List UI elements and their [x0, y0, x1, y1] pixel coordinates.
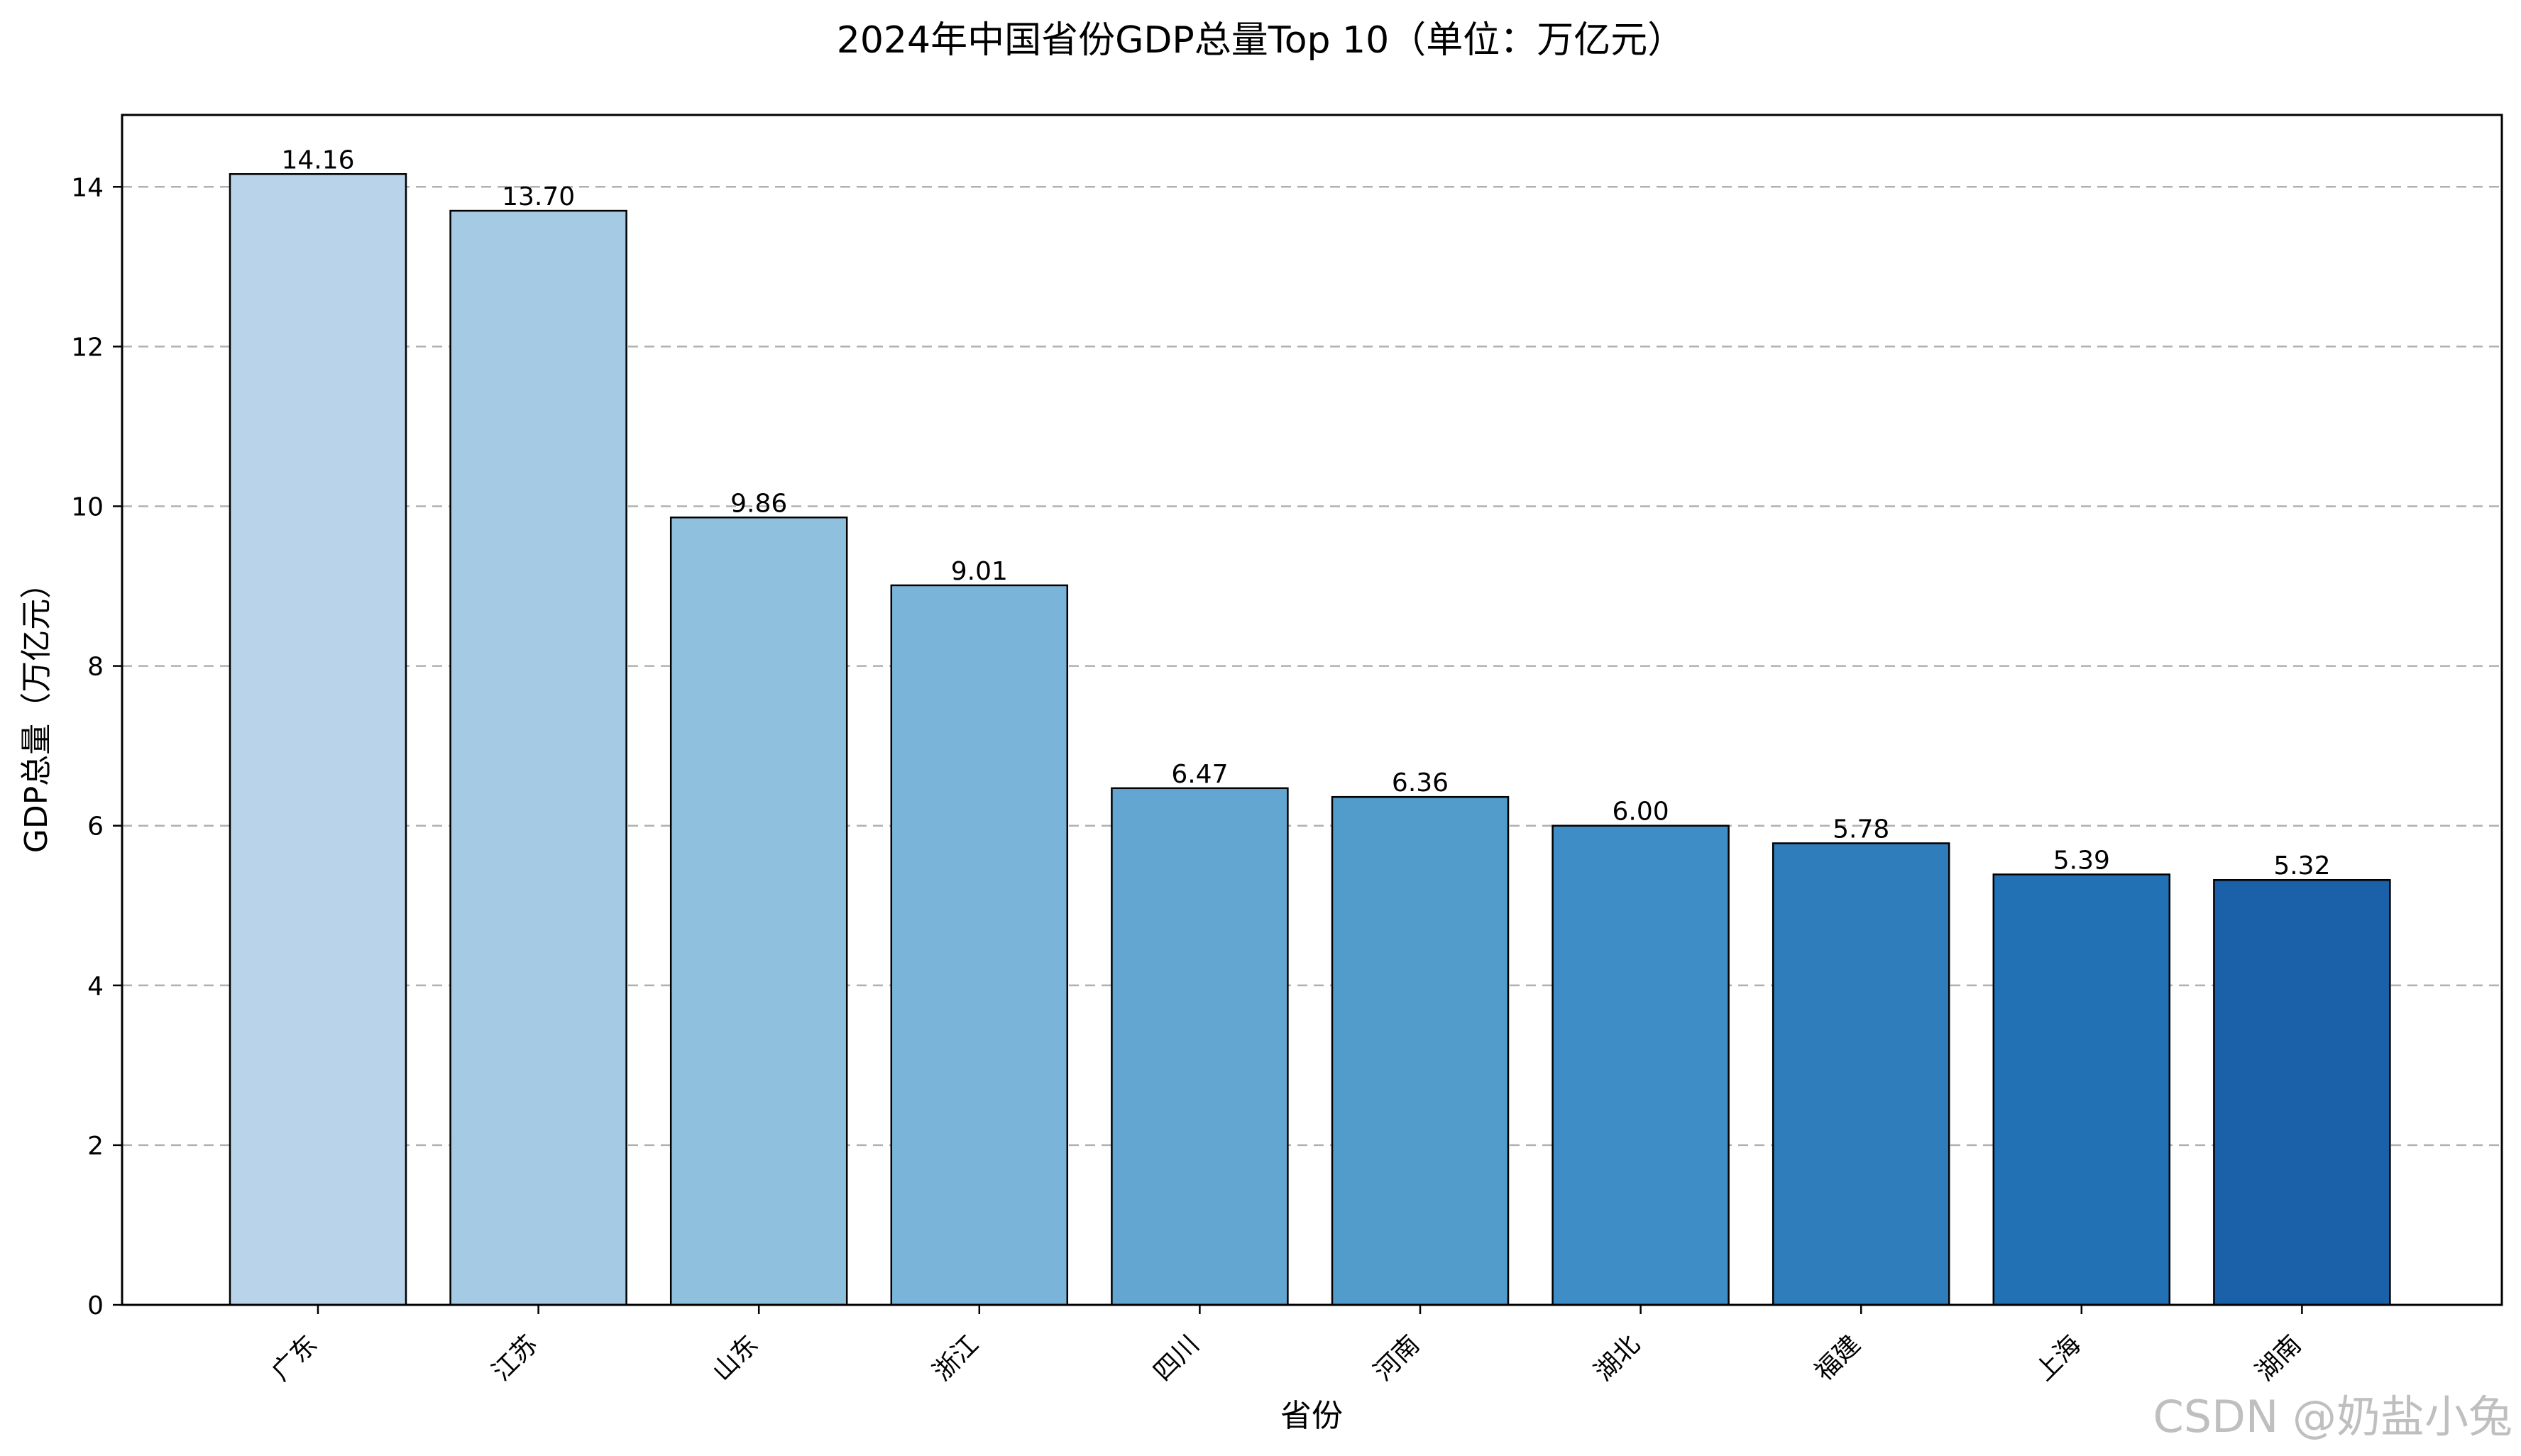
- y-tick-label-7: 14: [71, 173, 104, 202]
- y-tick-label-4: 8: [87, 653, 104, 682]
- x-tick-label-9: 湖南: [2251, 1330, 2307, 1386]
- bar-8: [1992, 873, 2171, 1306]
- y-tick-label-1: 2: [87, 1132, 104, 1161]
- bar-9: [2213, 878, 2391, 1306]
- x-tick-label-7: 福建: [1809, 1330, 1866, 1386]
- bar-2: [669, 517, 848, 1306]
- bar-5: [1331, 795, 1510, 1306]
- bar-7: [1772, 842, 1950, 1306]
- x-tick-label-2: 山东: [707, 1330, 764, 1386]
- data-label-8: 5.39: [2053, 846, 2110, 875]
- x-tick-label-3: 浙江: [928, 1330, 984, 1386]
- y-tick-label-5: 10: [71, 492, 104, 522]
- data-label-1: 13.70: [502, 182, 575, 211]
- bar-6: [1551, 824, 1730, 1306]
- x-axis-label: 省份: [1280, 1398, 1343, 1434]
- chart-title: 2024年中国省份GDP总量Top 10（单位：万亿元）: [837, 19, 1684, 62]
- x-tick-label-1: 江苏: [487, 1330, 544, 1386]
- bars: [229, 173, 2391, 1306]
- data-label-3: 9.01: [951, 557, 1008, 586]
- y-axis-label: GDP总量（万亿元）: [18, 568, 55, 854]
- data-label-7: 5.78: [1833, 815, 1889, 844]
- y-tick-label-0: 0: [87, 1291, 104, 1320]
- watermark: CSDN @奶盐小兔: [2153, 1391, 2512, 1443]
- x-tick-label-4: 四川: [1148, 1330, 1205, 1386]
- data-labels: 14.16 13.70 9.86 9.01 6.47 6.36 6.00 5.78 5.39 5.…: [281, 145, 2330, 881]
- y-tick-label-3: 6: [87, 812, 104, 842]
- bar-0: [229, 173, 407, 1306]
- y-tick-label-2: 4: [87, 972, 104, 1001]
- bar-3: [890, 584, 1069, 1306]
- x-tick-label-5: 河南: [1368, 1330, 1425, 1386]
- y-tick-label-6: 12: [71, 333, 104, 362]
- data-label-2: 9.86: [730, 489, 787, 518]
- data-label-4: 6.47: [1171, 760, 1228, 789]
- data-label-0: 14.16: [281, 145, 354, 175]
- x-tick-label-6: 湖北: [1589, 1330, 1646, 1386]
- data-label-5: 6.36: [1392, 768, 1449, 798]
- x-axis-ticks: 广东 江苏 山东 浙江 四川 河南 湖北 福建 上海 湖南: [266, 1305, 2307, 1386]
- data-label-6: 6.00: [1613, 798, 1669, 827]
- bar-4: [1111, 787, 1289, 1306]
- data-label-9: 5.32: [2273, 851, 2330, 881]
- plot-frame: [121, 114, 2503, 1306]
- x-tick-label-8: 上海: [2030, 1330, 2087, 1386]
- bar-1: [449, 209, 627, 1306]
- y-axis-ticks: 0 2 4 6 8 10 12 14: [71, 173, 122, 1320]
- x-tick-label-0: 广东: [266, 1330, 323, 1386]
